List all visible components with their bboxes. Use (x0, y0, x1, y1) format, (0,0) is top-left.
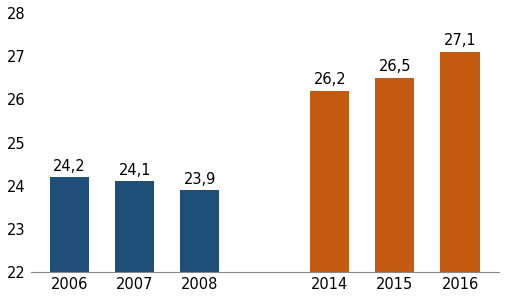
Text: 26,2: 26,2 (313, 72, 345, 87)
Text: 24,1: 24,1 (118, 163, 150, 178)
Bar (440, 52, 479, 272)
Text: 27,1: 27,1 (443, 33, 475, 48)
Bar (180, 190, 219, 272)
Text: 26,5: 26,5 (378, 59, 411, 74)
Text: 24,2: 24,2 (53, 159, 86, 174)
Bar (310, 91, 349, 272)
Bar (50, 177, 89, 272)
Bar (375, 78, 414, 272)
Bar (115, 181, 154, 272)
Text: 23,9: 23,9 (183, 172, 216, 187)
